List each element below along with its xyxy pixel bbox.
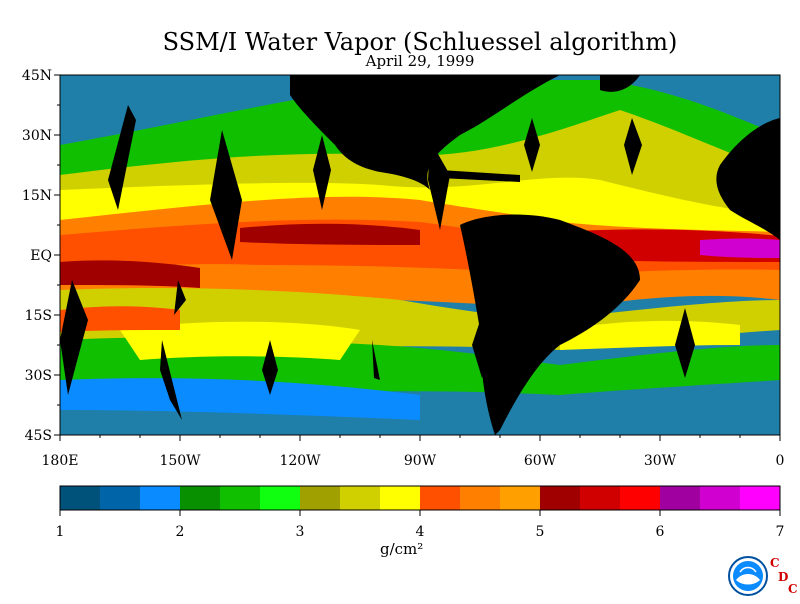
colorbar-swatch — [580, 486, 621, 510]
colorbar-swatch — [620, 486, 661, 510]
colorbar-swatch — [60, 486, 101, 510]
colorbar-swatch — [140, 486, 181, 510]
africa-landmass — [716, 118, 780, 240]
lon-tick-label: 90W — [404, 453, 437, 469]
colorbar-swatch — [420, 486, 461, 510]
land-masses — [290, 75, 780, 435]
logo-letter-c1: C — [770, 556, 780, 570]
noaa-cdc-logo: C D C — [728, 552, 800, 600]
north-america-landmass — [290, 75, 560, 190]
colorbar-swatch — [460, 486, 501, 510]
colorbar-swatch — [100, 486, 141, 510]
lat-tick-label: 45S — [25, 428, 52, 444]
colorbar-tick-label: 3 — [296, 524, 305, 540]
noaa-logo-icon — [728, 556, 768, 596]
colorbar-tick-label: 5 — [536, 524, 545, 540]
lon-tick-label: 60W — [524, 453, 557, 469]
lat-tick-label: 45N — [22, 68, 52, 84]
colorbar-tick-label: 4 — [416, 524, 425, 540]
colorbar-swatch — [700, 486, 741, 510]
colorbar-tick-label: 7 — [776, 524, 785, 540]
colorbar-swatch — [180, 486, 221, 510]
colorbar-swatch — [340, 486, 381, 510]
colorbar-tick-label: 1 — [56, 524, 65, 540]
colorbar-swatch — [740, 486, 781, 510]
colorbar-swatch — [500, 486, 541, 510]
colorbar-swatch — [260, 486, 301, 510]
south-america-landmass — [460, 214, 640, 435]
lat-tick-label: EQ — [30, 248, 52, 264]
map-title: SSM/I Water Vapor (Schluessel algorithm) — [162, 28, 678, 56]
logo-letter-c2: C — [788, 582, 798, 596]
colorbar-swatch — [380, 486, 421, 510]
lon-tick-label: 180E — [42, 453, 79, 469]
latitude-axis: 45N 30N 15N EQ 15S 30S 45S — [22, 68, 60, 444]
colorbar — [59, 485, 781, 511]
map-date: April 29, 1999 — [365, 52, 475, 70]
lon-tick-label: 0 — [776, 453, 785, 469]
colorbar-ticks: 1 2 3 4 5 6 7 — [56, 510, 785, 540]
cuba-landmass — [440, 170, 520, 182]
lat-tick-label: 15S — [25, 308, 52, 324]
lon-tick-label: 120W — [279, 453, 321, 469]
lat-tick-label: 30N — [22, 128, 52, 144]
colorbar-swatch — [300, 486, 341, 510]
lon-tick-label: 30W — [644, 453, 677, 469]
colorbar-swatch — [220, 486, 261, 510]
colorbar-tick-label: 2 — [176, 524, 185, 540]
lat-tick-label: 15N — [22, 188, 52, 204]
lat-tick-label: 30S — [25, 368, 52, 384]
colorbar-swatch — [660, 486, 701, 510]
logo-letter-d: D — [778, 570, 789, 584]
data-gaps — [60, 105, 695, 420]
lon-tick-label: 150W — [159, 453, 201, 469]
units-label: g/cm² — [380, 540, 424, 558]
longitude-axis: 180E 150W 120W 90W 60W 30W 0 — [42, 435, 785, 469]
colorbar-tick-label: 6 — [656, 524, 665, 540]
greenland-landmass — [600, 75, 640, 92]
colorbar-swatch — [540, 486, 581, 510]
